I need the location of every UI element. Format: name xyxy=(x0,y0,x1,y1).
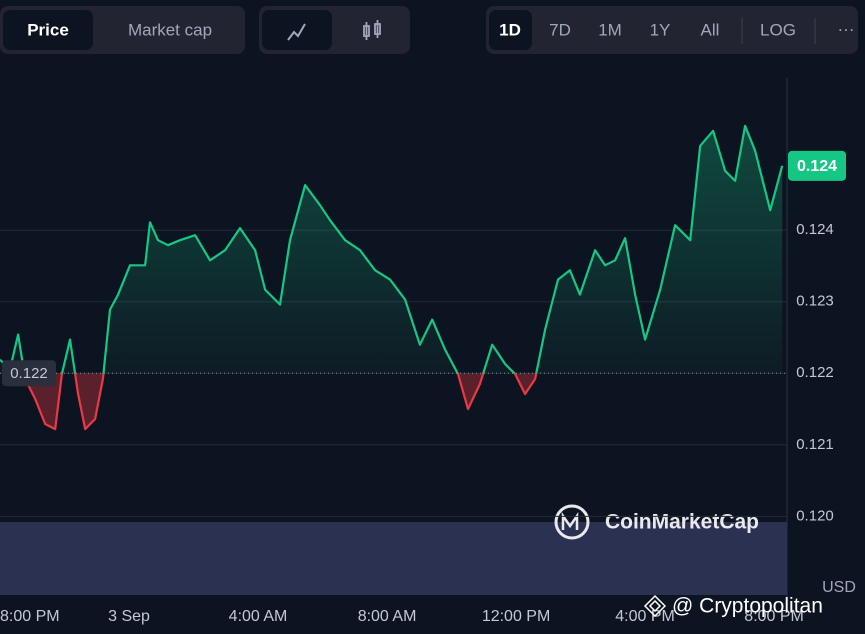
volume-area xyxy=(0,522,787,595)
range-button[interactable]: All xyxy=(701,20,720,39)
line-type-button[interactable] xyxy=(262,10,332,50)
price-area xyxy=(0,125,783,430)
x-tick-label: 8:00 AM xyxy=(358,608,417,625)
y-tick-label: 0.123 xyxy=(796,293,834,310)
y-tick-label: 0.120 xyxy=(796,507,834,524)
baseline-label: 0.122 xyxy=(10,365,48,382)
price-line xyxy=(0,124,784,431)
credit: @ Cryptopolitan xyxy=(672,595,823,618)
candle-icon[interactable] xyxy=(363,20,381,40)
x-tick-label: 8:00 PM xyxy=(744,608,804,625)
watermark-logo xyxy=(554,504,590,540)
y-tick-label: 0.122 xyxy=(796,364,834,381)
tab-market-cap[interactable]: Market cap xyxy=(128,20,212,39)
more-button[interactable]: ··· xyxy=(838,19,855,38)
x-tick-label: 12:00 PM xyxy=(482,608,550,625)
y-unit: USD xyxy=(822,579,856,596)
x-tick-label: 4:00 AM xyxy=(229,608,288,625)
y-tick-label: 0.124 xyxy=(796,221,834,238)
range-button[interactable]: 1D xyxy=(499,20,521,39)
range-button[interactable]: 7D xyxy=(549,20,571,39)
range-selected xyxy=(489,10,532,50)
x-tick-label: 4:00 PM xyxy=(615,608,675,625)
x-tick-label: 3 Sep xyxy=(108,608,150,625)
line-icon xyxy=(287,23,306,41)
x-tick-label: 8:00 PM xyxy=(0,608,60,625)
y-tick-label: 0.121 xyxy=(796,436,834,453)
watermark: CoinMarketCap xyxy=(605,511,759,534)
price-tag: 0.124 xyxy=(797,158,837,175)
price-tag-box xyxy=(788,150,846,181)
range-button[interactable]: 1Y xyxy=(650,20,671,39)
range-group xyxy=(486,6,858,54)
tab-price[interactable]: Price xyxy=(27,20,69,39)
range-button[interactable]: LOG xyxy=(760,20,796,39)
baseline-tag xyxy=(2,360,56,387)
credit-icon xyxy=(643,594,667,618)
range-button[interactable]: 1M xyxy=(598,20,622,39)
tab-selected xyxy=(3,10,93,50)
